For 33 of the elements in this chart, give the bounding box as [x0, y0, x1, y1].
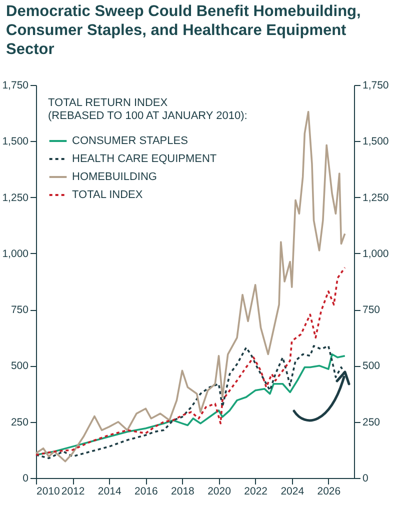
- legend-title: TOTAL RETURN INDEX (REBASED TO 100 AT JANUARY 2010):: [48, 97, 248, 122]
- y-tick-label: 750: [10, 304, 29, 316]
- y-tick-label: 1,000: [2, 248, 29, 260]
- legend-label: HEALTH CARE EQUIPMENT: [72, 153, 217, 165]
- chart-title: Democratic Sweep Could Benefit Homebuilding, Consumer Staples, and Healthcare Equipment Sector: [6, 2, 362, 59]
- x-tick-label: 2014: [98, 486, 122, 498]
- x-tick-label: 2026: [317, 486, 341, 498]
- line-series: [35, 266, 346, 456]
- x-tick-label: 2020: [208, 486, 232, 498]
- legend-label: HOMEBUILDING: [72, 171, 157, 183]
- x-tick-label: 2018: [171, 486, 195, 498]
- legend-label: TOTAL INDEX: [72, 189, 144, 201]
- y2-tick-label: 750: [362, 304, 380, 316]
- x-tick-label: 2012: [61, 486, 85, 498]
- y2-tick-label: 500: [362, 360, 380, 372]
- legend-label: CONSUMER STAPLES: [72, 135, 188, 147]
- y-tick-label: 1,500: [2, 136, 29, 148]
- y2-tick-label: 1,000: [362, 248, 389, 260]
- y-tick-label: 250: [10, 416, 29, 428]
- y2-tick-label: 1,250: [362, 192, 389, 204]
- y2-tick-label: 250: [362, 416, 380, 428]
- y-tick-label: 1,250: [2, 192, 29, 204]
- y2-tick-label: 1,750: [362, 80, 389, 92]
- x-tick-label: 2022: [244, 486, 268, 498]
- y-tick-label: 0: [22, 472, 29, 484]
- line-series: [35, 110, 346, 462]
- y2-tick-label: 1,500: [362, 136, 389, 148]
- y2-tick-label: 0: [362, 472, 368, 484]
- x-tick-label: 2024: [280, 486, 304, 498]
- x-tick-label: 2010: [36, 486, 60, 498]
- y-tick-label: 500: [10, 360, 29, 372]
- x-tick-label: 2016: [134, 486, 158, 498]
- y-tick-label: 1,750: [2, 80, 29, 92]
